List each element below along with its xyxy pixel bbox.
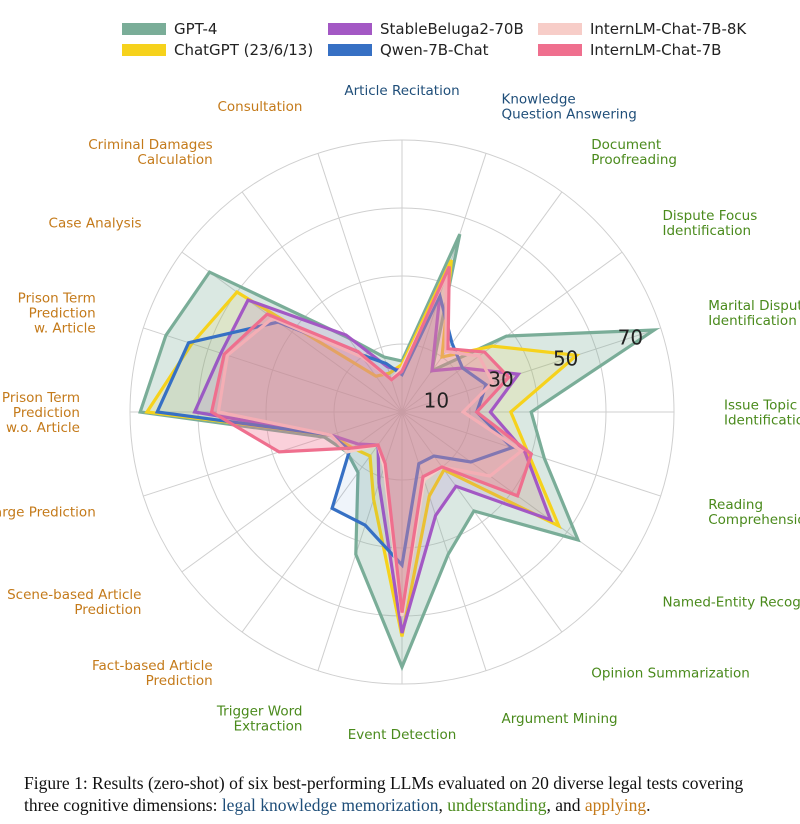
caption-understanding: understanding bbox=[447, 795, 547, 815]
legend-item-qwen: Qwen-7B-Chat bbox=[328, 41, 489, 59]
grid-spoke-20 bbox=[317, 153, 403, 413]
grid-spoke-4 bbox=[401, 251, 623, 413]
category-label-13: Fact-based Article Prediction bbox=[92, 658, 213, 689]
category-label-6: Issue TopicIdentification bbox=[724, 398, 800, 429]
legend-swatch-internlm-8k bbox=[538, 23, 582, 35]
legend-item-internlm-8k: InternLM-Chat-7B-8K bbox=[538, 20, 746, 38]
legend-swatch-internlm bbox=[538, 44, 582, 56]
caption-sep-2: , and bbox=[546, 795, 585, 815]
grid-spoke-5 bbox=[401, 327, 661, 413]
radial-tick-50: 50 bbox=[553, 346, 578, 370]
legend-label-internlm-8k: InternLM-Chat-7B-8K bbox=[590, 20, 747, 38]
grid-spoke-14 bbox=[181, 411, 403, 573]
category-label-14: Scene-based Article Prediction bbox=[7, 587, 141, 618]
grid-spoke-13 bbox=[241, 411, 403, 633]
grid-spoke-18 bbox=[181, 251, 403, 413]
series-area-6 bbox=[209, 265, 534, 613]
category-label-1: Article Recitation bbox=[344, 83, 459, 99]
radar-chart: 10 30 50 70 Article Recitation Knowledge Ques… bbox=[0, 83, 800, 743]
category-label-11: Event Detection bbox=[348, 727, 457, 743]
grid-spoke-9 bbox=[401, 411, 563, 633]
grid-spoke-10 bbox=[401, 411, 487, 671]
series-area-4 bbox=[154, 290, 515, 569]
chart-legend: GPT-4 ChatGPT (23/6/13) StableBeluga2-70… bbox=[0, 0, 800, 62]
radial-tick-10: 10 bbox=[424, 388, 449, 412]
series-area-1 bbox=[138, 233, 660, 672]
caption-applying: applying bbox=[584, 795, 647, 815]
radial-tick-70: 70 bbox=[618, 325, 643, 349]
category-label-19: Criminal Damages Calculation bbox=[88, 137, 213, 168]
category-label-4: Dispute Focus Identification bbox=[663, 208, 758, 239]
category-label-9: Opinion Summarization bbox=[591, 666, 750, 682]
radial-tick-labels: 10 30 50 70 bbox=[424, 325, 643, 412]
grid-spoke-17 bbox=[143, 327, 403, 413]
category-label-20: Consultation bbox=[217, 99, 302, 115]
figure-caption: Figure 1: Results (zero-shot) of six bes… bbox=[24, 772, 794, 816]
category-label-8: Named-Entity Recognition bbox=[663, 594, 800, 610]
legend-label-gpt4: GPT-4 bbox=[174, 20, 218, 38]
legend-item-gpt4: GPT-4 bbox=[122, 20, 217, 38]
legend-label-qwen: Qwen-7B-Chat bbox=[380, 41, 489, 59]
grid-spoke-12 bbox=[317, 411, 403, 671]
legend-label-internlm: InternLM-Chat-7B bbox=[590, 41, 722, 59]
category-label-3: Document Proofreading bbox=[591, 137, 677, 168]
category-label-12: Trigger Word Extraction bbox=[216, 704, 303, 735]
legend-item-stablebeluga: StableBeluga2-70B bbox=[328, 20, 524, 38]
caption-line-1: Figure 1: Results (zero-shot) of six bes… bbox=[24, 773, 744, 793]
legend-item-internlm: InternLM-Chat-7B bbox=[538, 41, 721, 59]
category-label-16: Prison Term Prediction w.o. Article bbox=[2, 390, 80, 436]
radial-tick-30: 30 bbox=[488, 367, 513, 391]
legend-label-stablebeluga: StableBeluga2-70B bbox=[380, 20, 524, 38]
legend-swatch-gpt4 bbox=[122, 23, 166, 35]
category-label-2: Knowledge Question Answering bbox=[502, 91, 637, 122]
series-area-3 bbox=[192, 294, 554, 634]
grid-spoke-15 bbox=[143, 411, 403, 497]
category-label-5: Marital DisputesIdentification bbox=[708, 298, 800, 329]
legend-item-chatgpt: ChatGPT (23/6/13) bbox=[122, 41, 313, 59]
caption-memorization: legal knowledge memorization bbox=[221, 795, 439, 815]
category-label-15: Charge Prediction bbox=[0, 505, 96, 521]
grid-spoke-8 bbox=[401, 411, 623, 573]
grid-spoke-3 bbox=[401, 191, 563, 413]
caption-prefix: three cognitive dimensions: bbox=[24, 795, 222, 815]
radar-series bbox=[138, 233, 660, 672]
category-label-10: Argument Mining bbox=[502, 711, 618, 727]
caption-line-2: three cognitive dimensions: legal knowle… bbox=[24, 794, 794, 816]
category-label-7: ReadingComprehension bbox=[708, 497, 800, 528]
legend-label-chatgpt: ChatGPT (23/6/13) bbox=[174, 41, 314, 59]
category-label-18: Case Analysis bbox=[49, 216, 142, 232]
legend-swatch-stablebeluga bbox=[328, 23, 372, 35]
category-label-17: Prison Term Prediction w. Article bbox=[18, 290, 96, 336]
caption-sep-1: , bbox=[438, 795, 448, 815]
category-labels: Article Recitation Knowledge Question Answ… bbox=[0, 83, 800, 743]
legend-swatch-qwen bbox=[328, 44, 372, 56]
caption-end: . bbox=[646, 795, 651, 815]
legend-swatch-chatgpt bbox=[122, 44, 166, 56]
